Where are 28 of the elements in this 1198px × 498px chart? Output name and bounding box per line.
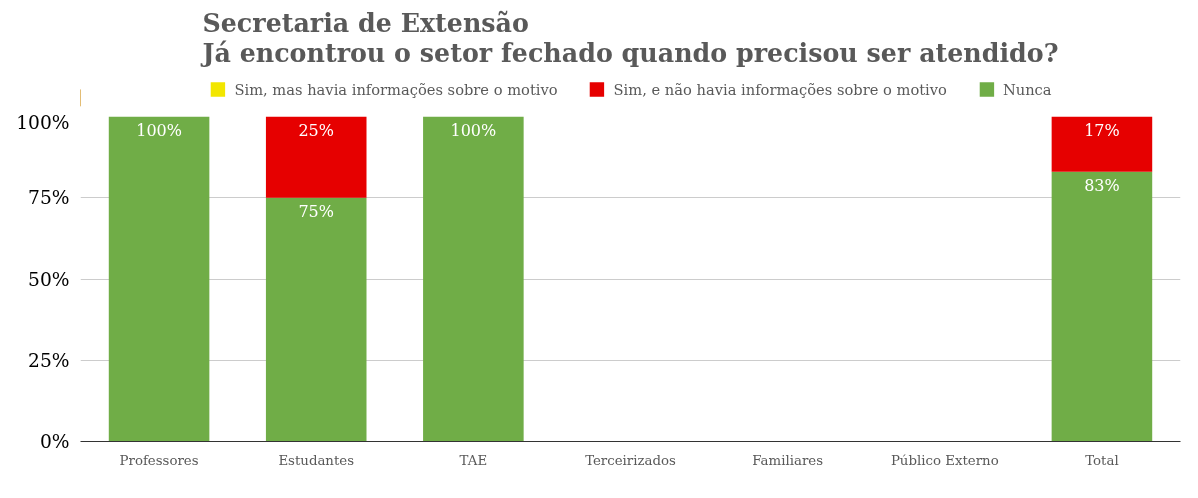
x-tick-label: Público Externo	[890, 452, 999, 468]
data-label: 75%	[298, 201, 334, 221]
y-tick-label: 75%	[28, 187, 70, 209]
x-tick-label: Professores	[119, 452, 199, 468]
y-tick-label: 100%	[16, 111, 70, 133]
legend-label: Sim, e não havia informações sobre o motivo	[613, 80, 947, 98]
chart-title: Secretaria de Extensão Já encontrou o setor fechado quando precisou ser atendido?	[200, 7, 1059, 68]
y-tick-label: 25%	[28, 349, 70, 371]
bar	[1051, 171, 1153, 442]
data-label: 100%	[136, 120, 182, 140]
data-label: 25%	[298, 120, 334, 140]
data-label: 83%	[1084, 175, 1120, 195]
bar	[265, 116, 367, 198]
legend-label: Sim, mas havia informações sobre o motivo	[234, 80, 558, 98]
x-tick-label: Terceirizados	[585, 452, 677, 468]
bar	[108, 116, 210, 442]
legend-label: Nunca	[1002, 80, 1052, 98]
x-tick-label: Estudantes	[278, 452, 355, 468]
bar	[1051, 116, 1153, 172]
x-tick-label: TAE	[459, 452, 488, 468]
bar	[265, 197, 367, 442]
data-label: 17%	[1084, 120, 1120, 140]
x-tick-label: Familiares	[752, 452, 824, 468]
bar	[423, 116, 524, 442]
y-tick-label: 50%	[28, 268, 70, 290]
data-label: 100%	[450, 120, 497, 140]
y-tick-label: 0%	[39, 431, 70, 452]
x-tick-label: Total	[1085, 452, 1119, 468]
